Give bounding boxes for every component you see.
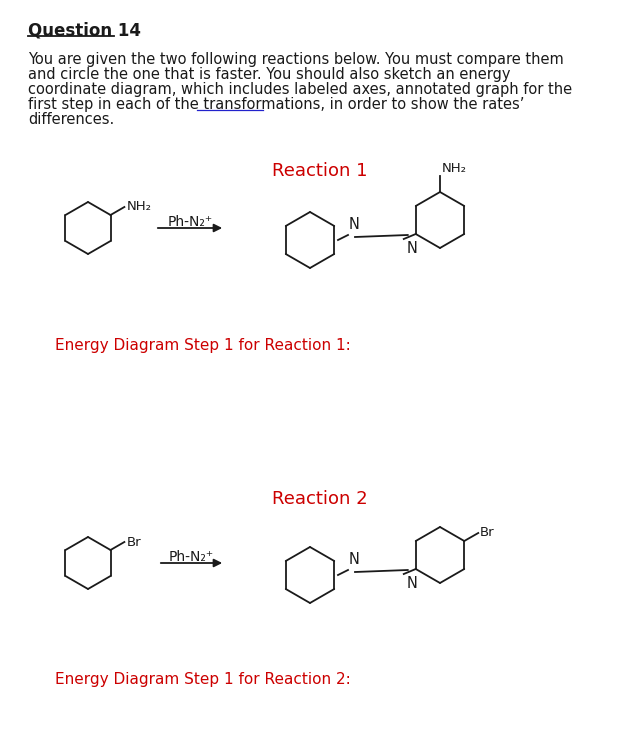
Text: first step in each of the transformations, in order to show the rates’: first step in each of the transformation… [28,97,524,112]
Text: Reaction 1: Reaction 1 [272,162,368,180]
Text: N: N [349,217,360,232]
Text: Reaction 2: Reaction 2 [272,490,368,508]
Text: N: N [407,241,418,256]
Text: N: N [407,576,418,591]
Text: N: N [349,552,360,567]
Text: NH₂: NH₂ [126,200,151,214]
Text: NH₂: NH₂ [442,162,467,175]
Text: Br: Br [126,536,141,548]
Text: Br: Br [480,527,495,539]
Text: coordinate diagram, which includes labeled axes, annotated graph for the: coordinate diagram, which includes label… [28,82,572,97]
Text: You are given the two following reactions below. You must compare them: You are given the two following reaction… [28,52,563,67]
Text: Question 14: Question 14 [28,22,141,40]
Text: differences.: differences. [28,112,114,127]
Text: and circle the one that is faster. You should also sketch an energy: and circle the one that is faster. You s… [28,67,510,82]
Text: Energy Diagram Step 1 for Reaction 1:: Energy Diagram Step 1 for Reaction 1: [55,338,351,353]
Text: Ph-N₂⁺: Ph-N₂⁺ [167,215,213,229]
Text: Energy Diagram Step 1 for Reaction 2:: Energy Diagram Step 1 for Reaction 2: [55,672,351,687]
Text: Ph-N₂⁺: Ph-N₂⁺ [169,550,213,564]
